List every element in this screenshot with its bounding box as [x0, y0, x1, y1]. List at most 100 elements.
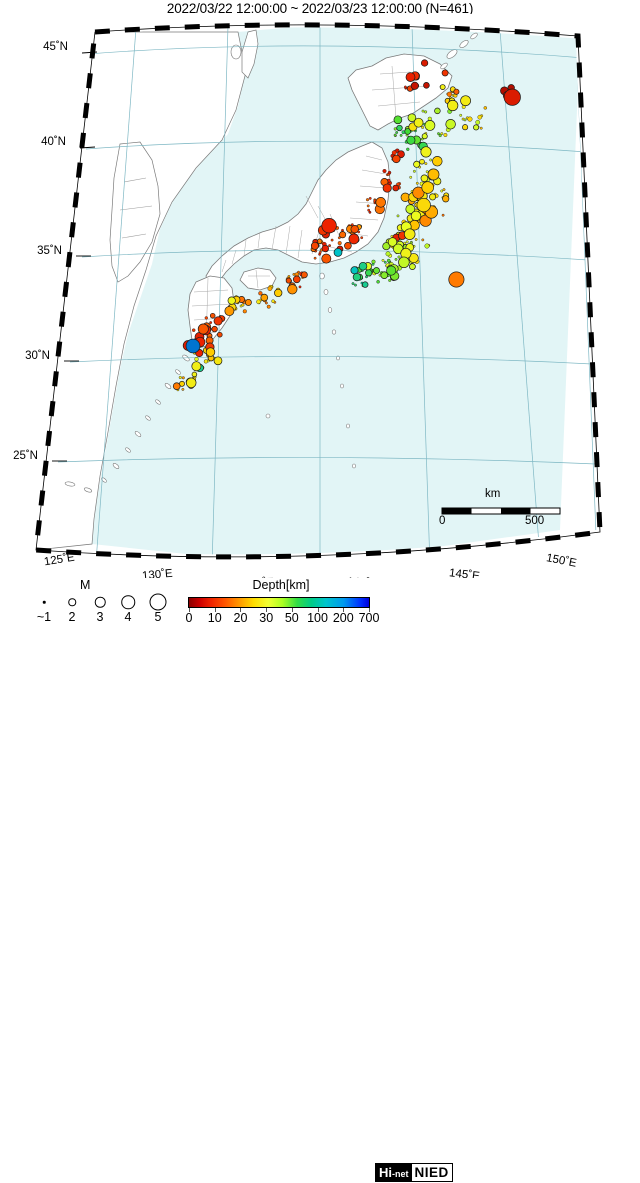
- earthquake-marker[interactable]: [178, 375, 182, 380]
- earthquake-marker[interactable]: [407, 113, 417, 122]
- earthquake-marker[interactable]: [421, 125, 425, 129]
- earthquake-marker[interactable]: [366, 204, 370, 208]
- earthquake-marker[interactable]: [420, 146, 432, 158]
- earthquake-marker[interactable]: [405, 204, 416, 214]
- earthquake-marker[interactable]: [333, 248, 343, 257]
- earthquake-marker[interactable]: [380, 271, 389, 280]
- earthquake-marker[interactable]: [408, 253, 419, 264]
- earthquake-marker[interactable]: [318, 251, 322, 254]
- earthquake-marker[interactable]: [441, 213, 445, 217]
- earthquake-marker[interactable]: [376, 280, 380, 284]
- earthquake-marker[interactable]: [424, 120, 436, 131]
- earthquake-marker[interactable]: [446, 91, 452, 97]
- earthquake-marker[interactable]: [387, 170, 392, 175]
- earthquake-marker[interactable]: [434, 107, 441, 115]
- earthquake-marker[interactable]: [421, 109, 425, 113]
- earthquake-marker[interactable]: [197, 323, 209, 335]
- earthquake-marker[interactable]: [365, 269, 373, 277]
- earthquake-marker[interactable]: [321, 253, 332, 264]
- earthquake-marker[interactable]: [467, 116, 473, 122]
- earthquake-marker[interactable]: [350, 266, 359, 275]
- earthquake-marker[interactable]: [313, 256, 317, 260]
- earthquake-marker[interactable]: [285, 277, 292, 284]
- earthquake-marker[interactable]: [448, 271, 465, 288]
- earthquake-marker[interactable]: [373, 267, 380, 275]
- earthquake-marker[interactable]: [442, 195, 450, 203]
- earthquake-marker[interactable]: [447, 99, 459, 112]
- earthquake-marker[interactable]: [337, 241, 342, 246]
- earthquake-marker[interactable]: [242, 309, 247, 314]
- earthquake-marker[interactable]: [213, 356, 223, 366]
- earthquake-marker[interactable]: [503, 88, 521, 106]
- earthquake-marker[interactable]: [441, 69, 449, 77]
- earthquake-marker[interactable]: [330, 238, 334, 242]
- earthquake-marker[interactable]: [386, 265, 397, 276]
- earthquake-marker[interactable]: [386, 258, 391, 263]
- earthquake-marker[interactable]: [403, 85, 407, 89]
- earthquake-marker[interactable]: [191, 361, 202, 372]
- earthquake-marker[interactable]: [358, 261, 368, 271]
- earthquake-marker[interactable]: [395, 131, 399, 134]
- earthquake-marker[interactable]: [209, 321, 213, 324]
- earthquake-marker[interactable]: [391, 150, 397, 156]
- earthquake-marker[interactable]: [427, 168, 440, 181]
- earthquake-marker[interactable]: [328, 244, 331, 248]
- earthquake-marker[interactable]: [477, 114, 483, 120]
- earthquake-marker[interactable]: [383, 260, 387, 264]
- earthquake-marker[interactable]: [393, 127, 397, 131]
- earthquake-marker[interactable]: [344, 242, 352, 250]
- earthquake-marker[interactable]: [354, 283, 357, 287]
- earthquake-marker[interactable]: [440, 189, 444, 193]
- earthquake-marker[interactable]: [473, 124, 480, 131]
- earthquake-marker[interactable]: [475, 119, 481, 125]
- earthquake-marker[interactable]: [420, 59, 429, 67]
- earthquake-marker[interactable]: [350, 225, 359, 234]
- earthquake-marker[interactable]: [406, 147, 410, 151]
- earthquake-marker[interactable]: [415, 181, 419, 185]
- earthquake-marker[interactable]: [392, 154, 401, 164]
- earthquake-marker[interactable]: [439, 84, 446, 91]
- earthquake-marker[interactable]: [300, 271, 308, 279]
- earthquake-marker[interactable]: [462, 124, 469, 131]
- earthquake-marker[interactable]: [310, 241, 319, 250]
- earthquake-marker[interactable]: [385, 251, 391, 257]
- earthquake-marker[interactable]: [412, 186, 425, 199]
- earthquake-marker[interactable]: [409, 263, 416, 270]
- earthquake-marker[interactable]: [264, 301, 268, 305]
- earthquake-marker[interactable]: [211, 325, 218, 333]
- earthquake-marker[interactable]: [424, 243, 430, 249]
- earthquake-marker[interactable]: [398, 256, 410, 269]
- earthquake-marker[interactable]: [400, 192, 410, 202]
- earthquake-marker[interactable]: [203, 359, 208, 364]
- earthquake-marker[interactable]: [260, 293, 269, 302]
- earthquake-marker[interactable]: [392, 184, 400, 192]
- earthquake-marker[interactable]: [321, 218, 337, 234]
- earthquake-marker[interactable]: [424, 162, 428, 166]
- earthquake-marker[interactable]: [443, 133, 448, 137]
- earthquake-marker[interactable]: [244, 298, 252, 306]
- earthquake-marker[interactable]: [483, 106, 488, 110]
- earthquake-marker[interactable]: [341, 228, 344, 232]
- earthquake-marker[interactable]: [367, 208, 371, 212]
- earthquake-marker[interactable]: [185, 338, 201, 354]
- earthquake-marker[interactable]: [463, 118, 467, 122]
- earthquake-marker[interactable]: [397, 255, 401, 259]
- map-canvas[interactable]: [0, 14, 640, 574]
- earthquake-marker[interactable]: [406, 135, 416, 145]
- earthquake-marker[interactable]: [204, 316, 208, 320]
- earthquake-marker[interactable]: [440, 132, 444, 136]
- earthquake-marker[interactable]: [393, 115, 403, 125]
- earthquake-marker[interactable]: [339, 231, 347, 239]
- earthquake-marker[interactable]: [453, 88, 460, 95]
- earthquake-marker[interactable]: [224, 306, 235, 316]
- earthquake-marker[interactable]: [410, 81, 419, 90]
- earthquake-marker[interactable]: [209, 312, 216, 319]
- earthquake-marker[interactable]: [409, 175, 413, 179]
- earthquake-marker[interactable]: [361, 281, 369, 288]
- earthquake-marker[interactable]: [172, 382, 181, 391]
- earthquake-marker[interactable]: [404, 128, 412, 135]
- earthquake-marker[interactable]: [352, 272, 362, 282]
- earthquake-marker[interactable]: [412, 169, 416, 173]
- earthquake-marker[interactable]: [396, 214, 400, 218]
- earthquake-marker[interactable]: [191, 328, 196, 332]
